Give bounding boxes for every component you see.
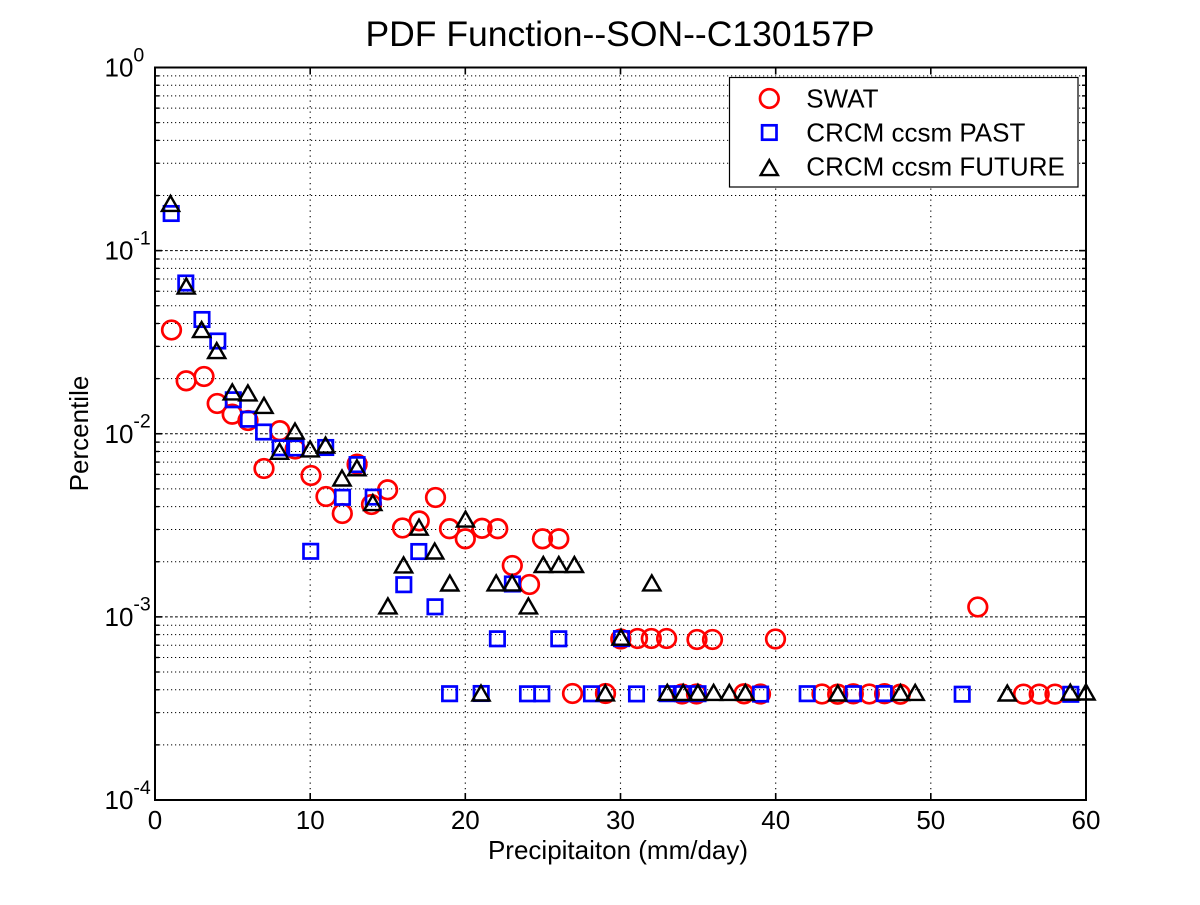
- svg-text:10: 10: [296, 805, 325, 835]
- svg-text:CRCM ccsm PAST: CRCM ccsm PAST: [806, 118, 1025, 148]
- svg-text:40: 40: [761, 805, 790, 835]
- svg-text:PDF Function--SON--C130157P: PDF Function--SON--C130157P: [365, 14, 874, 54]
- svg-text:60: 60: [1072, 805, 1101, 835]
- svg-text:0: 0: [148, 805, 162, 835]
- svg-text:SWAT: SWAT: [806, 84, 878, 114]
- svg-text:CRCM ccsm FUTURE: CRCM ccsm FUTURE: [806, 152, 1065, 182]
- svg-text:50: 50: [916, 805, 945, 835]
- svg-text:Percentile: Percentile: [64, 376, 94, 492]
- svg-text:30: 30: [606, 805, 635, 835]
- svg-text:Precipitaiton (mm/day): Precipitaiton (mm/day): [488, 835, 748, 865]
- svg-text:20: 20: [451, 805, 480, 835]
